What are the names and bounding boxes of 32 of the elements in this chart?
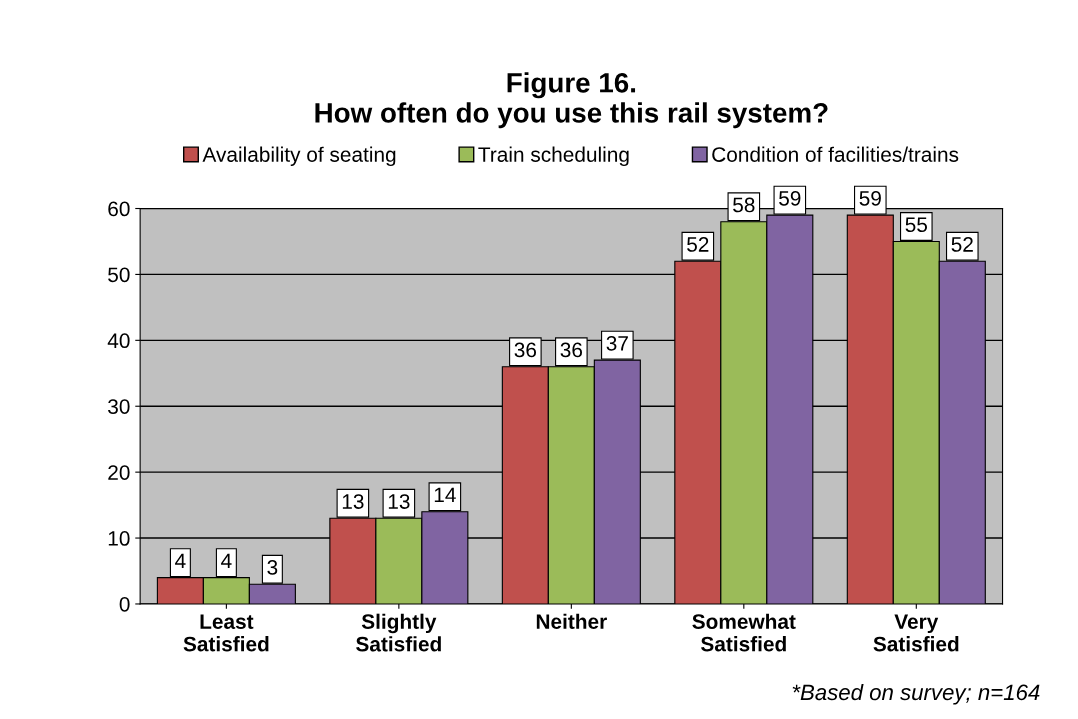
data-label: 55 bbox=[905, 217, 928, 233]
y-tick-label: 30 bbox=[108, 399, 130, 414]
legend-label: Train scheduling bbox=[478, 146, 629, 167]
data-label: 37 bbox=[606, 335, 628, 351]
x-tick-label: Somewhat Satisfied bbox=[692, 613, 796, 652]
data-label: 36 bbox=[560, 342, 583, 358]
data-label: 3 bbox=[267, 560, 278, 575]
data-label: 13 bbox=[388, 494, 410, 509]
x-tick-label: Slightly Satisfied bbox=[356, 613, 441, 652]
legend-label: Availability of seating bbox=[202, 146, 396, 167]
data-label: 59 bbox=[859, 190, 881, 206]
data-label: 59 bbox=[779, 190, 801, 206]
y-tick-label: 60 bbox=[108, 201, 130, 217]
data-label: 14 bbox=[434, 487, 456, 503]
data-label: 36 bbox=[514, 342, 537, 358]
data-label: 13 bbox=[342, 494, 364, 509]
data-label: 4 bbox=[175, 553, 186, 568]
chart-title: Figure 16. How often do you use this rail system? bbox=[315, 72, 828, 129]
text: *Based on survey; n=164 bbox=[792, 683, 1040, 705]
data-label: 52 bbox=[951, 237, 973, 252]
x-tick-label: Neither bbox=[536, 613, 607, 629]
data-label: 4 bbox=[221, 553, 232, 568]
data-label: 52 bbox=[687, 237, 709, 252]
y-tick-label: 40 bbox=[107, 333, 130, 349]
y-tick-label: 0 bbox=[119, 596, 130, 612]
x-tick-label: Very Satisfied bbox=[873, 614, 959, 652]
data-label: 58 bbox=[733, 197, 755, 213]
y-tick-label: 20 bbox=[108, 465, 130, 480]
legend-label: Condition of facilities/trains bbox=[712, 146, 959, 162]
y-tick-label: 10 bbox=[108, 531, 130, 546]
x-tick-label: Least Satisfied bbox=[183, 614, 269, 652]
y-tick-label: 50 bbox=[108, 267, 130, 283]
